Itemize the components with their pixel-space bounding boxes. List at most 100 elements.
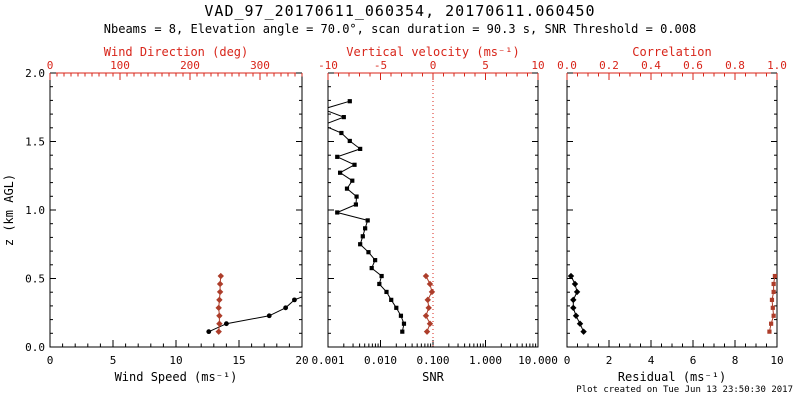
wind-speed-line bbox=[208, 296, 302, 333]
tick-label: -5 bbox=[374, 59, 387, 72]
residual-marker bbox=[573, 288, 581, 296]
vertical-velocity-marker bbox=[425, 304, 432, 312]
wind-direction-marker bbox=[217, 272, 224, 280]
correlation-marker bbox=[769, 321, 774, 326]
tick-label: -10 bbox=[318, 59, 338, 72]
snr-profile-marker bbox=[389, 297, 394, 302]
snr-profile-marker bbox=[401, 321, 407, 326]
tick-label: 2 bbox=[606, 354, 613, 367]
snr-profile-marker bbox=[347, 99, 352, 104]
snr-profile-marker bbox=[398, 313, 404, 318]
tick-label: 1.5 bbox=[25, 136, 45, 149]
series-snr-profile bbox=[328, 99, 407, 334]
tick-label: 300 bbox=[250, 59, 270, 72]
wind-direction-marker bbox=[215, 328, 222, 335]
tick-label: 0 bbox=[430, 59, 437, 72]
vertical-velocity-marker bbox=[426, 320, 434, 327]
bottom-axis-title-snr: SNR bbox=[422, 370, 444, 384]
tick-label: 2.0 bbox=[25, 67, 45, 80]
plot-subtitle: Nbeams = 8, Elevation angle = 70.0°, sca… bbox=[104, 22, 696, 36]
wind-direction-marker bbox=[215, 304, 222, 312]
y-axis-title: z (km AGL) bbox=[2, 174, 16, 246]
tick-label: 15 bbox=[232, 354, 245, 367]
bottom-axis-title-wind-speed: Wind Speed (ms⁻¹) bbox=[115, 370, 238, 384]
tick-label: 0.0 bbox=[557, 59, 577, 72]
tick-label: 0 bbox=[47, 354, 54, 367]
snr-profile-marker bbox=[363, 226, 368, 231]
series-wind-direction bbox=[215, 272, 224, 335]
snr-profile-marker bbox=[394, 305, 399, 310]
residual-marker bbox=[570, 296, 577, 304]
wind-speed-marker bbox=[206, 329, 212, 335]
tick-label: 0.6 bbox=[683, 59, 703, 72]
bottom-axis-title-residual: Residual (ms⁻¹) bbox=[618, 370, 726, 384]
wind-speed-marker bbox=[266, 313, 272, 319]
wind-direction-marker bbox=[216, 280, 224, 288]
tick-label: 4 bbox=[648, 354, 655, 367]
snr-profile-marker bbox=[350, 178, 355, 183]
snr-profile-marker bbox=[337, 170, 343, 175]
tick-label: 8 bbox=[732, 354, 739, 367]
tick-label: 0.4 bbox=[641, 59, 661, 72]
residual-marker bbox=[580, 328, 587, 335]
wind-direction-marker bbox=[216, 296, 223, 304]
tick-label: 0.2 bbox=[599, 59, 619, 72]
tick-label: 10 bbox=[770, 354, 783, 367]
snr-profile-marker bbox=[384, 289, 389, 295]
wind-direction-marker bbox=[216, 288, 224, 296]
snr-profile-marker bbox=[335, 154, 340, 159]
snr-profile-marker bbox=[360, 234, 365, 239]
snr-profile-marker bbox=[354, 194, 359, 199]
top-axis-title-correlation: Correlation bbox=[632, 45, 711, 59]
residual-marker bbox=[570, 304, 577, 312]
series-residual bbox=[567, 272, 587, 335]
series-correlation bbox=[767, 273, 777, 334]
wind-direction-marker bbox=[216, 320, 223, 327]
snr-profile-line bbox=[328, 100, 405, 332]
vertical-velocity-marker bbox=[422, 312, 430, 319]
snr-profile-marker bbox=[339, 130, 344, 136]
tick-label: 100 bbox=[110, 59, 130, 72]
snr-profile-marker bbox=[365, 218, 370, 223]
tick-label: 0.010 bbox=[364, 354, 397, 367]
snr-profile-marker bbox=[352, 162, 357, 167]
tick-label: 1.0 bbox=[25, 204, 45, 217]
tick-label: 10 bbox=[169, 354, 182, 367]
correlation-marker bbox=[771, 281, 776, 287]
wind-speed-marker bbox=[292, 297, 297, 303]
residual-marker bbox=[567, 272, 575, 280]
snr-profile-marker bbox=[335, 210, 340, 215]
tick-label: 10 bbox=[531, 59, 544, 72]
series-vertical-velocity bbox=[422, 272, 436, 335]
vertical-velocity-marker bbox=[428, 288, 436, 296]
snr-profile-marker bbox=[377, 281, 382, 287]
tick-label: 0.5 bbox=[25, 273, 45, 286]
panel-frame bbox=[566, 73, 778, 348]
tick-label: 200 bbox=[180, 59, 200, 72]
snr-profile-marker bbox=[400, 329, 405, 334]
vertical-velocity-marker bbox=[426, 280, 434, 288]
snr-profile-marker bbox=[379, 273, 384, 279]
correlation-marker bbox=[771, 313, 776, 318]
panel-frame bbox=[49, 73, 303, 348]
snr-profile-marker bbox=[358, 146, 363, 151]
wind-direction-marker bbox=[216, 312, 223, 319]
snr-profile-marker bbox=[353, 202, 359, 207]
tick-label: 20 bbox=[295, 354, 308, 367]
snr-profile-marker bbox=[369, 265, 374, 271]
vertical-velocity-marker bbox=[423, 328, 431, 335]
top-axis-title-vertical-velocity: Vertical velocity (ms⁻¹) bbox=[346, 45, 519, 59]
tick-label: 6 bbox=[690, 354, 697, 367]
snr-profile-marker bbox=[373, 258, 378, 263]
wind-speed-marker bbox=[283, 305, 289, 311]
tick-label: 1.000 bbox=[469, 354, 502, 367]
wind-speed-marker bbox=[224, 321, 229, 327]
residual-marker bbox=[571, 280, 579, 288]
plot-title: VAD_97_20170611_060354, 20170611.060450 bbox=[204, 2, 595, 20]
series-wind-speed bbox=[206, 296, 302, 335]
panel-snr: 0.001 0.010 0.100 1.000 10.000 -10 -5 0 5 10 bbox=[311, 59, 557, 367]
